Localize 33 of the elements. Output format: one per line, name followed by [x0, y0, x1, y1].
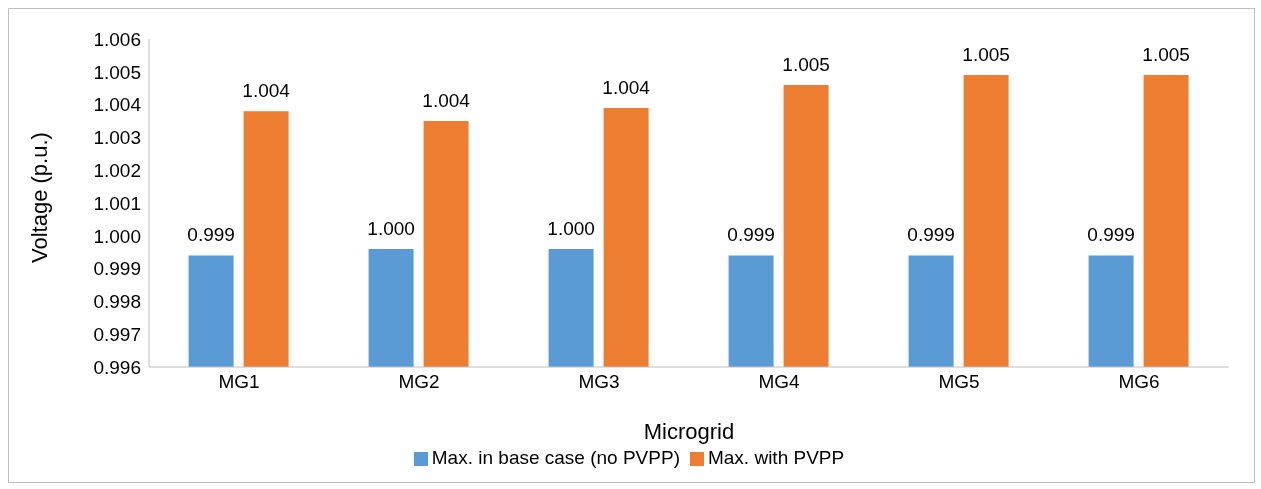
data-label: 1.004	[602, 76, 651, 98]
data-label: 0.999	[907, 224, 955, 246]
x-tick-label: MG3	[578, 371, 620, 393]
y-tick-label: 0.997	[93, 323, 141, 345]
data-label: 1.004	[242, 80, 291, 102]
x-axis-title: Microgrid	[643, 419, 735, 444]
data-label: 1.000	[367, 217, 415, 239]
legend-label: Max. with PVPP	[707, 447, 845, 468]
y-tick-label: 1.000	[93, 225, 141, 247]
y-tick-label: 1.003	[93, 127, 141, 149]
data-label: 1.005	[782, 53, 830, 75]
x-tick-label: MG2	[398, 371, 440, 393]
data-label: 1.004	[422, 90, 471, 111]
y-tick-label: 1.005	[93, 61, 141, 83]
y-tick-label: 1.001	[93, 192, 141, 214]
y-axis-title: Voltage (p.u.)	[26, 132, 52, 263]
x-tick-label: MG4	[758, 371, 801, 393]
y-tick-label: 0.996	[93, 356, 141, 378]
y-tick-label: 0.998	[93, 291, 141, 313]
data-label: 1.005	[962, 44, 1010, 66]
legend-label: Max. in base case (no PVPP)	[431, 447, 680, 468]
y-tick-label: 1.002	[93, 159, 141, 181]
y-tick-label: 1.004	[93, 94, 142, 116]
data-label: 1.000	[547, 217, 595, 239]
data-label: 0.999	[187, 224, 235, 246]
data-label: 0.999	[727, 224, 775, 246]
data-label: 1.005	[1142, 44, 1190, 66]
x-tick-label: MG6	[1118, 371, 1160, 393]
y-tick-label: 0.999	[93, 258, 141, 280]
y-tick-label: 1.006	[93, 28, 141, 50]
x-tick-label: MG5	[938, 371, 980, 393]
data-label: 0.999	[1087, 224, 1135, 246]
x-tick-label: MG1	[218, 371, 260, 393]
